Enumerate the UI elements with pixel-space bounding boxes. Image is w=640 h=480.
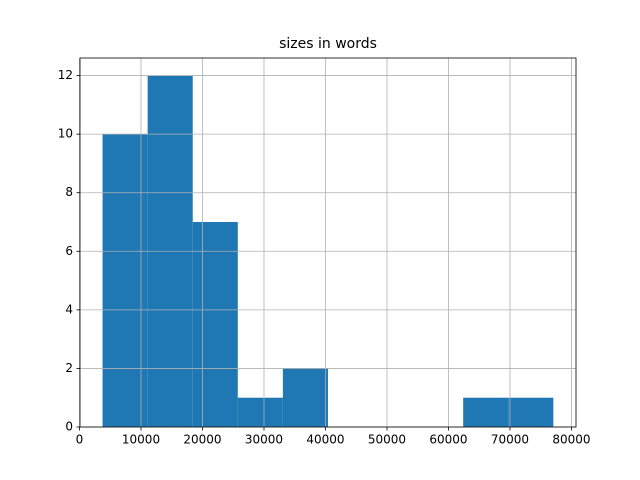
- bar: [237, 397, 283, 427]
- bar: [102, 134, 148, 427]
- chart-title: sizes in words: [279, 36, 377, 52]
- y-tick-label: 2: [65, 361, 73, 375]
- x-tick-label: 20000: [183, 433, 221, 447]
- y-tick-label: 12: [58, 68, 73, 82]
- y-tick-label: 8: [65, 185, 73, 199]
- x-tick-label: 60000: [429, 433, 467, 447]
- x-tick-label: 50000: [368, 433, 406, 447]
- y-tick-label: 4: [65, 302, 73, 316]
- plot-frame: [79, 57, 577, 428]
- x-tick-label: 40000: [306, 433, 344, 447]
- bar: [508, 397, 554, 427]
- bar: [282, 368, 328, 427]
- x-tick-label: 10000: [122, 433, 160, 447]
- x-tick-label: 0: [76, 433, 84, 447]
- y-tick-label: 0: [65, 420, 73, 434]
- y-tick-label: 10: [58, 127, 73, 141]
- bar: [192, 222, 238, 427]
- bar: [463, 397, 509, 427]
- y-tick-label: 6: [65, 244, 73, 258]
- x-tick-label: 30000: [245, 433, 283, 447]
- x-tick-label: 70000: [491, 433, 529, 447]
- x-tick-label: 80000: [552, 433, 590, 447]
